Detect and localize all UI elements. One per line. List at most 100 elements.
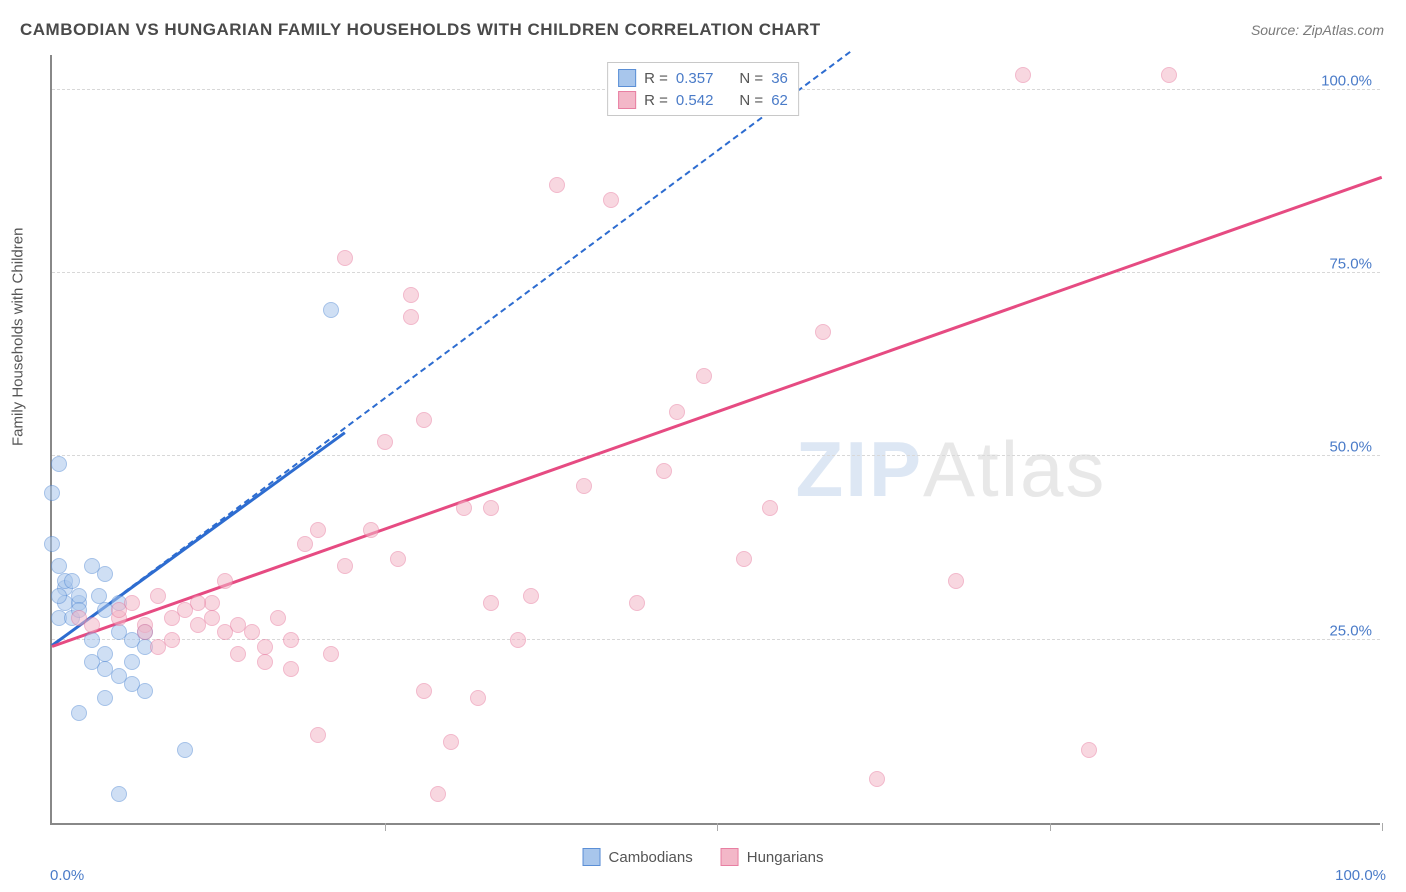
r-value-2: 0.542 bbox=[676, 92, 714, 109]
data-point bbox=[283, 661, 299, 677]
data-point bbox=[416, 683, 432, 699]
data-point bbox=[483, 595, 499, 611]
r-value-1: 0.357 bbox=[676, 70, 714, 87]
data-point bbox=[523, 588, 539, 604]
data-point bbox=[390, 551, 406, 567]
data-point bbox=[403, 309, 419, 325]
data-point bbox=[869, 771, 885, 787]
swatch-series2 bbox=[618, 91, 636, 109]
data-point bbox=[190, 595, 206, 611]
data-point bbox=[297, 536, 313, 552]
data-point bbox=[377, 434, 393, 450]
data-point bbox=[84, 632, 100, 648]
data-point bbox=[948, 573, 964, 589]
y-tick-label: 100.0% bbox=[1321, 72, 1372, 89]
data-point bbox=[44, 485, 60, 501]
data-point bbox=[97, 566, 113, 582]
chart-title: CAMBODIAN VS HUNGARIAN FAMILY HOUSEHOLDS… bbox=[20, 20, 821, 40]
data-point bbox=[84, 617, 100, 633]
n-label-1: N = bbox=[739, 70, 763, 87]
data-point bbox=[1161, 67, 1177, 83]
data-point bbox=[443, 734, 459, 750]
legend-item-1: Cambodians bbox=[583, 848, 693, 866]
data-point bbox=[1081, 742, 1097, 758]
x-tick-100: 100.0% bbox=[1335, 867, 1386, 884]
data-point bbox=[257, 654, 273, 670]
x-tick bbox=[385, 823, 386, 831]
data-point bbox=[656, 463, 672, 479]
r-label-2: R = bbox=[644, 92, 668, 109]
data-point bbox=[111, 786, 127, 802]
watermark: ZIPAtlas bbox=[796, 424, 1107, 515]
trend-line bbox=[52, 175, 1383, 647]
y-axis-label: Family Households with Children bbox=[10, 228, 27, 446]
data-point bbox=[244, 624, 260, 640]
data-point bbox=[150, 588, 166, 604]
source-attribution: Source: ZipAtlas.com bbox=[1251, 22, 1384, 38]
data-point bbox=[403, 287, 419, 303]
data-point bbox=[91, 588, 107, 604]
data-point bbox=[576, 478, 592, 494]
legend-label-2: Hungarians bbox=[747, 849, 824, 866]
data-point bbox=[1015, 67, 1031, 83]
data-point bbox=[177, 742, 193, 758]
legend-swatch-2 bbox=[721, 848, 739, 866]
watermark-zip: ZIP bbox=[796, 425, 923, 513]
legend-label-1: Cambodians bbox=[609, 849, 693, 866]
data-point bbox=[64, 573, 80, 589]
data-point bbox=[204, 610, 220, 626]
data-point bbox=[483, 500, 499, 516]
data-point bbox=[323, 646, 339, 662]
data-point bbox=[629, 595, 645, 611]
n-value-1: 36 bbox=[771, 70, 788, 87]
data-point bbox=[283, 632, 299, 648]
gridline-h bbox=[52, 272, 1380, 273]
series-legend: Cambodians Hungarians bbox=[583, 848, 824, 866]
data-point bbox=[416, 412, 432, 428]
data-point bbox=[137, 624, 153, 640]
plot-area: ZIPAtlas 25.0%50.0%75.0%100.0% bbox=[50, 55, 1380, 825]
swatch-series1 bbox=[618, 69, 636, 87]
r-label-1: R = bbox=[644, 70, 668, 87]
data-point bbox=[430, 786, 446, 802]
data-point bbox=[44, 536, 60, 552]
data-point bbox=[696, 368, 712, 384]
stats-row-2: R = 0.542 N = 62 bbox=[618, 89, 788, 111]
data-point bbox=[51, 558, 67, 574]
data-point bbox=[51, 456, 67, 472]
data-point bbox=[736, 551, 752, 567]
data-point bbox=[51, 588, 67, 604]
x-tick bbox=[717, 823, 718, 831]
data-point bbox=[363, 522, 379, 538]
gridline-h bbox=[52, 455, 1380, 456]
stats-row-1: R = 0.357 N = 36 bbox=[618, 67, 788, 89]
data-point bbox=[257, 639, 273, 655]
data-point bbox=[217, 573, 233, 589]
y-tick-label: 25.0% bbox=[1329, 622, 1372, 639]
n-value-2: 62 bbox=[771, 92, 788, 109]
data-point bbox=[337, 558, 353, 574]
data-point bbox=[762, 500, 778, 516]
data-point bbox=[230, 646, 246, 662]
data-point bbox=[669, 404, 685, 420]
x-tick bbox=[1050, 823, 1051, 831]
data-point bbox=[310, 522, 326, 538]
y-tick-label: 50.0% bbox=[1329, 439, 1372, 456]
data-point bbox=[549, 177, 565, 193]
data-point bbox=[456, 500, 472, 516]
data-point bbox=[815, 324, 831, 340]
watermark-atlas: Atlas bbox=[923, 425, 1106, 513]
data-point bbox=[310, 727, 326, 743]
data-point bbox=[164, 632, 180, 648]
legend-item-2: Hungarians bbox=[721, 848, 824, 866]
x-tick-0: 0.0% bbox=[50, 867, 84, 884]
x-tick bbox=[1382, 823, 1383, 831]
data-point bbox=[270, 610, 286, 626]
data-point bbox=[71, 588, 87, 604]
data-point bbox=[97, 646, 113, 662]
n-label-2: N = bbox=[739, 92, 763, 109]
data-point bbox=[510, 632, 526, 648]
chart-container: CAMBODIAN VS HUNGARIAN FAMILY HOUSEHOLDS… bbox=[0, 0, 1406, 892]
data-point bbox=[124, 654, 140, 670]
data-point bbox=[323, 302, 339, 318]
